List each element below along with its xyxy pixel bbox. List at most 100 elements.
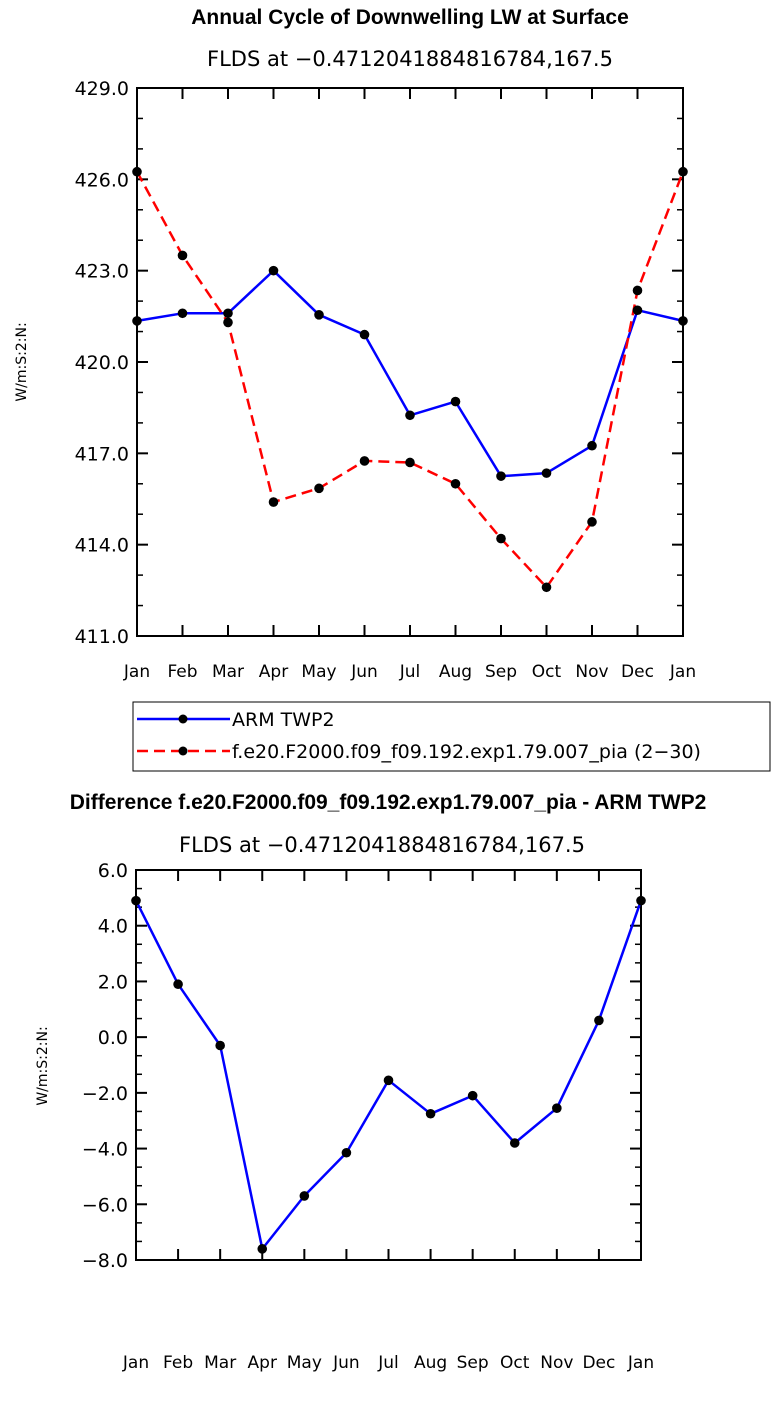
data-point (450, 396, 461, 407)
data-point (131, 895, 141, 906)
data-point (299, 1191, 310, 1201)
chart1-legend: ARM TWP2 f.e20.F2000.f09_f09.192.exp1.79… (132, 701, 771, 772)
chart2-title: Difference f.e20.F2000.f09_f09.192.exp1.… (70, 791, 707, 814)
data-point (173, 979, 183, 990)
x-tick-label: May (301, 662, 336, 682)
data-point (341, 1147, 352, 1158)
y-tick-label: 4.0 (98, 916, 128, 938)
chart1-title: Annual Cycle of Downwelling LW at Surfac… (191, 6, 629, 29)
y-tick-label: −8.0 (82, 1250, 128, 1272)
data-point (215, 1040, 225, 1051)
x-tick-label: Aug (414, 1353, 447, 1373)
data-point (467, 1090, 478, 1101)
data-point (223, 317, 233, 328)
data-point (177, 308, 188, 319)
plot-frame (136, 87, 684, 637)
x-tick-label: Feb (167, 662, 197, 682)
x-tick-label: Apr (248, 1353, 277, 1373)
legend-label-model: f.e20.F2000.f09_f09.192.exp1.79.007_pia … (232, 741, 701, 763)
x-tick-label: Jul (399, 662, 421, 682)
data-point (223, 308, 233, 319)
data-point (636, 895, 646, 906)
data-point (632, 305, 643, 316)
data-point (314, 483, 324, 494)
x-tick-label: May (287, 1353, 322, 1373)
chart1-ylabel: W/m:S:2:N: (14, 322, 30, 401)
data-point (594, 1015, 604, 1026)
y-tick-label: 423.0 (75, 261, 129, 283)
y-tick-label: 426.0 (75, 169, 129, 191)
data-point (359, 329, 370, 340)
chart-difference: Difference f.e20.F2000.f09_f09.192.exp1.… (35, 791, 706, 1373)
x-tick-label: Jul (377, 1353, 399, 1373)
y-tick-label: 6.0 (98, 860, 128, 882)
y-tick-label: 2.0 (98, 971, 128, 993)
x-tick-label: Jun (350, 662, 378, 682)
data-point (177, 250, 188, 261)
series-line-1 (135, 171, 685, 589)
chart1-subtitle: FLDS at −0.4712041884816784,167.5 (207, 47, 613, 71)
chart2-ylabel: W/m:S:2:N: (35, 1026, 51, 1105)
x-tick-label: Jan (122, 1353, 149, 1373)
data-point (450, 478, 461, 489)
legend-marker-arm-twp2 (178, 714, 188, 724)
chart-annual-cycle: Annual Cycle of Downwelling LW at Surfac… (14, 6, 696, 682)
x-tick-label: Sep (457, 1353, 489, 1373)
x-tick-label: Jan (669, 662, 696, 682)
x-tick-label: Dec (621, 662, 654, 682)
data-point (132, 316, 142, 326)
y-tick-label: 420.0 (75, 352, 129, 374)
x-tick-label: Sep (485, 662, 517, 682)
data-point (496, 533, 506, 544)
y-tick-label: 417.0 (75, 443, 129, 465)
data-point (541, 468, 552, 478)
series-line-0 (134, 900, 643, 1251)
series-line-0 (136, 269, 684, 478)
x-tick-label: Mar (212, 662, 244, 682)
data-point (678, 316, 688, 326)
y-tick-label: 411.0 (75, 626, 129, 648)
data-point (268, 497, 279, 507)
y-tick-label: −6.0 (82, 1194, 128, 1216)
data-point (587, 517, 597, 527)
x-tick-label: Nov (540, 1353, 573, 1373)
data-point (383, 1075, 394, 1086)
y-tick-label: 0.0 (98, 1027, 128, 1049)
x-tick-label: Jan (123, 662, 150, 682)
data-point (509, 1138, 520, 1148)
x-tick-label: Mar (204, 1353, 236, 1373)
data-point (405, 457, 415, 468)
data-point (314, 310, 324, 320)
x-tick-label: Jun (332, 1353, 360, 1373)
chart2-subtitle: FLDS at −0.4712041884816784,167.5 (179, 833, 585, 857)
legend-marker-model (178, 746, 188, 756)
data-point (425, 1108, 436, 1119)
plot-frame (135, 869, 642, 1261)
x-tick-label: Jan (627, 1353, 654, 1373)
data-point (541, 582, 552, 593)
y-tick-label: 414.0 (75, 535, 129, 557)
x-tick-label: Aug (439, 662, 472, 682)
x-tick-label: Feb (163, 1353, 193, 1373)
y-tick-label: 429.0 (75, 78, 129, 100)
x-tick-label: Oct (500, 1353, 530, 1373)
x-tick-label: Apr (259, 662, 288, 682)
y-tick-label: −4.0 (82, 1139, 128, 1161)
x-tick-label: Dec (582, 1353, 615, 1373)
x-tick-label: Oct (532, 662, 562, 682)
data-point (257, 1244, 268, 1254)
data-point (552, 1103, 562, 1113)
legend-box (132, 701, 771, 772)
data-point (678, 166, 688, 177)
data-point (587, 440, 597, 451)
data-point (632, 285, 643, 296)
data-point (405, 410, 415, 421)
data-point (132, 166, 142, 177)
y-tick-label: −2.0 (82, 1083, 128, 1105)
x-tick-label: Nov (575, 662, 608, 682)
legend-label-arm-twp2: ARM TWP2 (232, 709, 335, 731)
data-point (496, 471, 506, 481)
data-point (359, 456, 370, 466)
data-point (268, 265, 279, 276)
